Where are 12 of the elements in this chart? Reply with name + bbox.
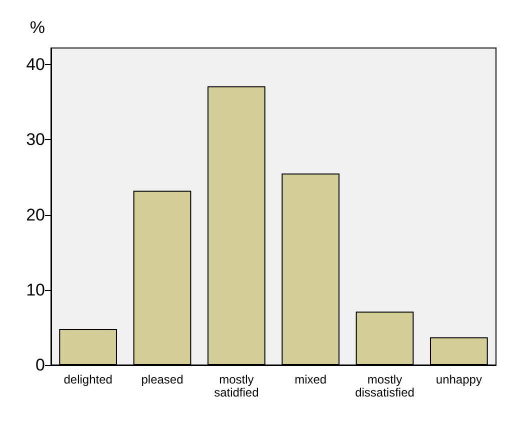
x-tick-label: mixed (294, 372, 327, 386)
y-tick-label: 10 (26, 280, 45, 300)
y-tick-label: 40 (26, 55, 45, 74)
x-tick-label: pleased (141, 372, 184, 386)
y-tick-label: 20 (26, 205, 45, 224)
x-tick-label: mostly satidfied (214, 372, 259, 400)
x-tick-label: unhappy (436, 372, 482, 386)
y-tick-label: 0 (36, 356, 45, 374)
y-tick-label: 30 (26, 130, 45, 150)
y-axis-title: % (30, 18, 45, 37)
x-tick-label: mostly dissatisfied (355, 372, 414, 400)
x-tick-label: delighted (64, 372, 112, 386)
